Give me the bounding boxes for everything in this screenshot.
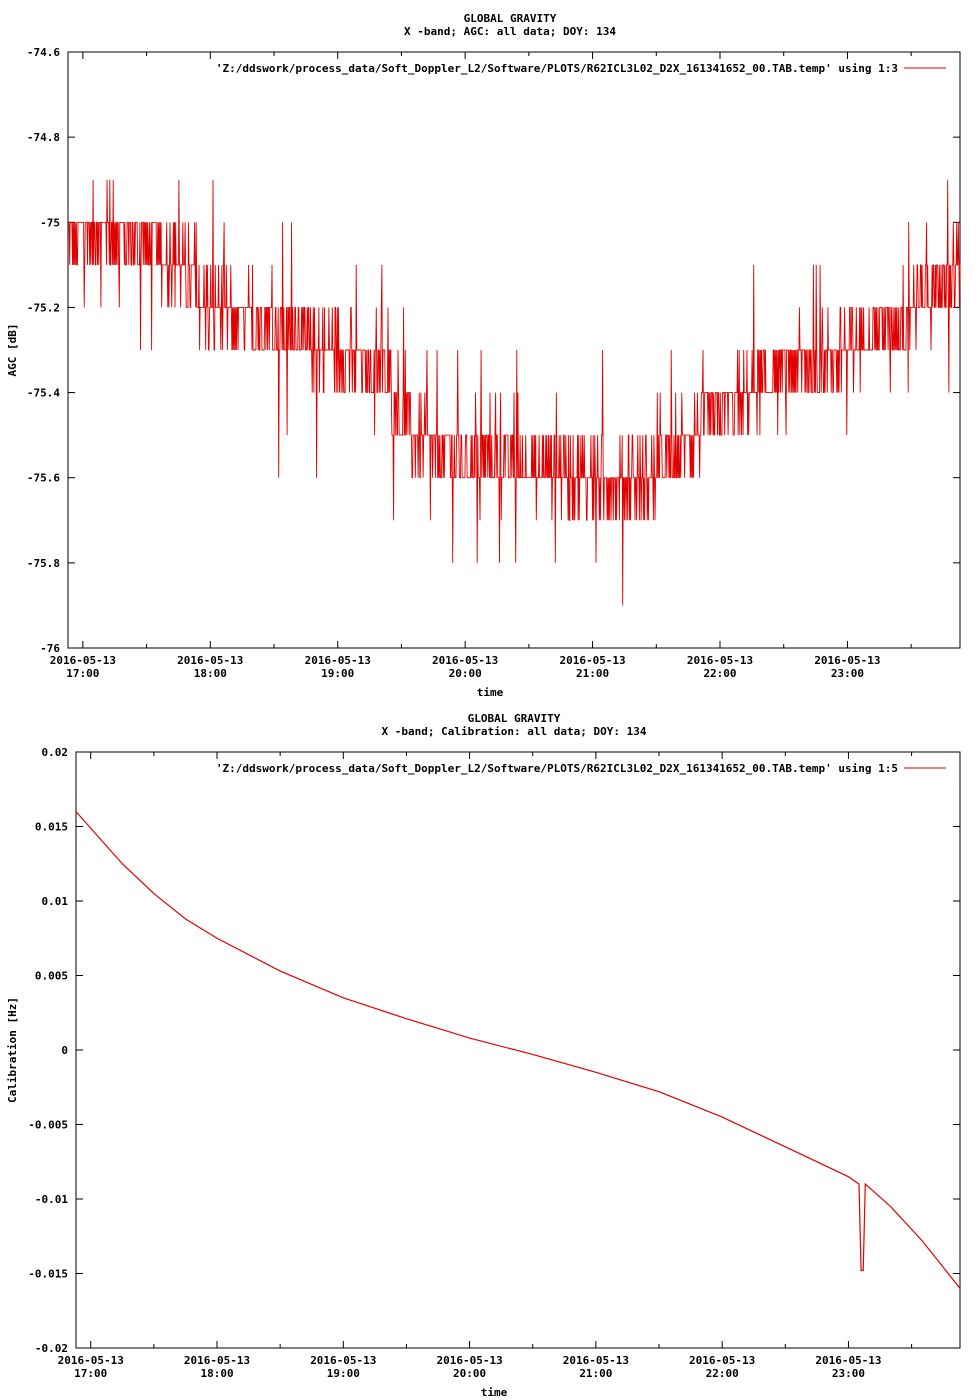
x-tick-time-label: 18:00 bbox=[194, 667, 227, 680]
y-tick-label: -0.02 bbox=[35, 1342, 68, 1355]
x-tick-date-label: 2016-05-13 bbox=[58, 1354, 124, 1367]
y-tick-label: -75.2 bbox=[27, 301, 60, 314]
y-axis-label: AGC [dB] bbox=[6, 324, 19, 377]
chart-title: GLOBAL GRAVITY bbox=[464, 12, 557, 25]
chart-subtitle: X -band; AGC: all data; DOY: 134 bbox=[404, 25, 616, 38]
x-tick-date-label: 2016-05-13 bbox=[50, 654, 116, 667]
x-tick-date-label: 2016-05-13 bbox=[814, 654, 880, 667]
x-tick-date-label: 2016-05-13 bbox=[815, 1354, 881, 1367]
y-tick-label: -74.6 bbox=[27, 46, 60, 59]
y-tick-label: -75.6 bbox=[27, 472, 60, 485]
x-tick-date-label: 2016-05-13 bbox=[559, 654, 625, 667]
y-tick-label: 0.01 bbox=[42, 895, 69, 908]
y-tick-label: -0.01 bbox=[35, 1193, 68, 1206]
x-tick-date-label: 2016-05-13 bbox=[436, 1354, 502, 1367]
x-tick-time-label: 19:00 bbox=[321, 667, 354, 680]
chart-subtitle: X -band; Calibration: all data; DOY: 134 bbox=[382, 725, 647, 738]
x-tick-date-label: 2016-05-13 bbox=[177, 654, 243, 667]
x-tick-time-label: 21:00 bbox=[579, 1367, 612, 1380]
y-tick-label: 0.02 bbox=[42, 746, 69, 759]
x-tick-time-label: 17:00 bbox=[66, 667, 99, 680]
y-tick-label: 0.005 bbox=[35, 970, 68, 983]
x-tick-date-label: 2016-05-13 bbox=[310, 1354, 376, 1367]
x-tick-date-label: 2016-05-13 bbox=[184, 1354, 250, 1367]
x-tick-date-label: 2016-05-13 bbox=[563, 1354, 629, 1367]
series-line bbox=[75, 811, 961, 1289]
chart-title: GLOBAL GRAVITY bbox=[468, 712, 561, 725]
x-tick-time-label: 22:00 bbox=[706, 1367, 739, 1380]
y-axis-label: Calibration [Hz] bbox=[6, 997, 19, 1103]
y-tick-label: 0.015 bbox=[35, 821, 68, 834]
x-tick-time-label: 20:00 bbox=[453, 1367, 486, 1380]
plot-frame bbox=[67, 51, 961, 649]
y-tick-label: 0 bbox=[61, 1044, 68, 1057]
x-tick-time-label: 18:00 bbox=[200, 1367, 233, 1380]
x-tick-time-label: 22:00 bbox=[703, 667, 736, 680]
x-tick-time-label: 19:00 bbox=[327, 1367, 360, 1380]
x-tick-time-label: 23:00 bbox=[831, 667, 864, 680]
y-tick-label: -0.015 bbox=[28, 1268, 68, 1281]
y-tick-label: -74.8 bbox=[27, 131, 60, 144]
x-tick-date-label: 2016-05-13 bbox=[305, 654, 371, 667]
x-tick-time-label: 20:00 bbox=[449, 667, 482, 680]
x-tick-time-label: 17:00 bbox=[74, 1367, 107, 1380]
x-axis-label: time bbox=[477, 686, 504, 699]
y-tick-label: -75.4 bbox=[27, 387, 60, 400]
x-axis-label: time bbox=[481, 1386, 508, 1399]
x-tick-date-label: 2016-05-13 bbox=[432, 654, 498, 667]
y-tick-label: -75 bbox=[40, 216, 60, 229]
series-line bbox=[68, 179, 961, 606]
x-tick-date-label: 2016-05-13 bbox=[689, 1354, 755, 1367]
y-tick-label: -0.005 bbox=[28, 1119, 68, 1132]
x-tick-time-label: 21:00 bbox=[576, 667, 609, 680]
x-tick-date-label: 2016-05-13 bbox=[687, 654, 753, 667]
legend-entry: 'Z:/ddswork/process_data/Soft_Doppler_L2… bbox=[216, 62, 898, 75]
y-tick-label: -75.8 bbox=[27, 557, 60, 570]
x-tick-time-label: 23:00 bbox=[832, 1367, 865, 1380]
legend-entry: 'Z:/ddswork/process_data/Soft_Doppler_L2… bbox=[216, 762, 898, 775]
y-tick-label: -76 bbox=[40, 642, 60, 655]
plot-frame bbox=[75, 751, 961, 1349]
